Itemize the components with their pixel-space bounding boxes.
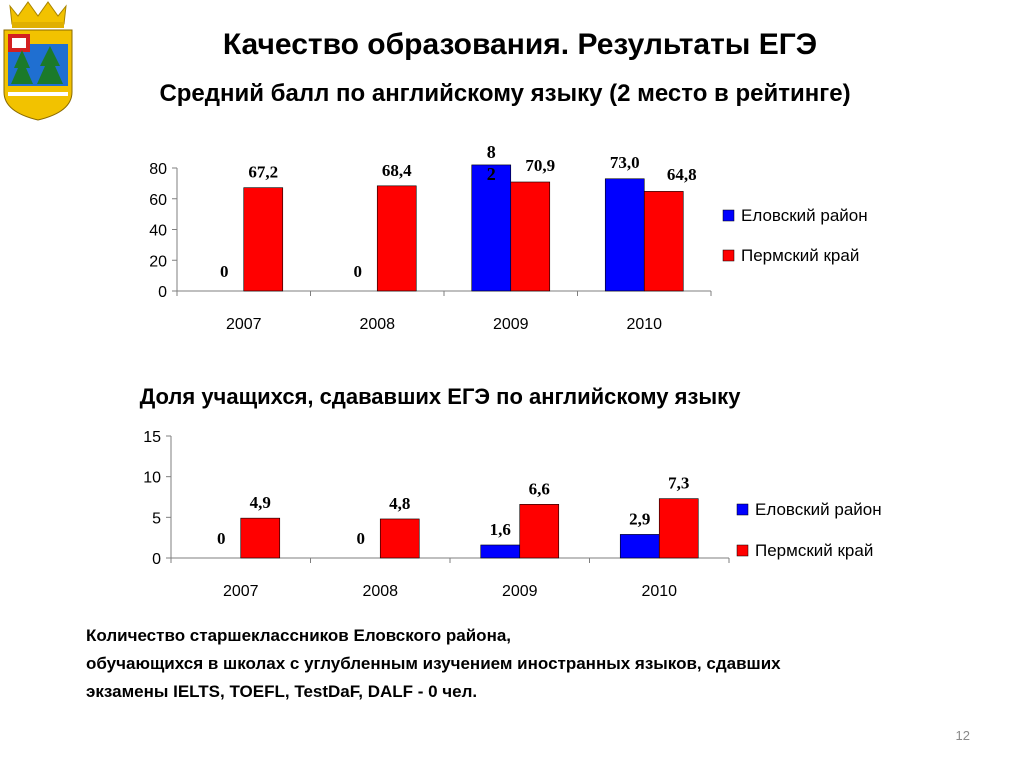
data-label-perm: 4,9 — [250, 493, 271, 512]
slide-title: Качество образования. Результаты ЕГЭ — [222, 28, 818, 61]
legend-swatch-elovsky — [722, 209, 735, 222]
legend-label-elovsky: Еловский район — [741, 206, 868, 225]
data-label-elovsky: 8 — [487, 142, 496, 162]
bar-perm — [240, 517, 281, 559]
bar-perm — [519, 504, 560, 559]
x-tick-label: 2007 — [226, 316, 262, 333]
bar-perm — [510, 181, 551, 292]
data-label-perm: 70,9 — [525, 156, 555, 175]
legend-swatch-perm — [722, 249, 735, 262]
bar-perm — [643, 191, 684, 292]
legend-label-perm: Пермский край — [741, 246, 859, 265]
y-tick-label: 10 — [143, 470, 161, 487]
legend-label-elovsky: Еловский район — [755, 500, 882, 519]
data-label-perm: 67,2 — [248, 163, 278, 182]
average-score-chart: 0 20 40 60 80 2007 2008 2009 2010 0 0 82 73,0 67,2 68,… — [149, 142, 868, 333]
chart1-title: Средний балл по английскому языку (2 мес… — [159, 80, 851, 107]
y-tick-label: 20 — [149, 253, 167, 270]
legend-swatch-elovsky — [736, 503, 749, 516]
y-tick-label: 60 — [149, 192, 167, 209]
bar-elovsky — [480, 544, 521, 559]
page-number: 12 — [955, 728, 970, 743]
data-label-elovsky: 0 — [220, 262, 229, 281]
chart2-title: Доля учащихся, сдававших ЕГЭ по английск… — [139, 384, 741, 409]
data-label-elovsky: 0 — [217, 529, 226, 548]
x-tick-label: 2010 — [626, 316, 662, 333]
data-label-perm: 68,4 — [382, 161, 412, 180]
footnote-line: экзамены IELTS, TOEFL, TestDaF, DALF - 0… — [86, 682, 478, 701]
bar-elovsky — [619, 534, 660, 559]
x-tick-label: 2010 — [641, 583, 677, 600]
x-tick-label: 2007 — [223, 583, 259, 600]
y-tick-label: 0 — [152, 551, 161, 568]
coat-of-arms-icon — [3, 1, 73, 121]
bar-perm — [243, 187, 284, 292]
legend-label-perm: Пермский край — [755, 541, 873, 560]
data-label-elovsky: 2 — [487, 164, 496, 184]
bar-elovsky — [604, 178, 645, 292]
data-label-elovsky: 73,0 — [610, 153, 640, 172]
y-tick-label: 80 — [149, 161, 167, 178]
data-label-elovsky: 2,9 — [629, 509, 650, 528]
y-tick-label: 40 — [149, 223, 167, 240]
x-tick-label: 2009 — [493, 316, 529, 333]
y-tick-label: 15 — [143, 429, 161, 446]
bar-perm — [379, 518, 420, 559]
data-label-perm: 7,3 — [668, 474, 689, 493]
x-tick-label: 2008 — [359, 316, 395, 333]
bar-elovsky — [471, 164, 512, 292]
participation-share-chart: 0 5 10 15 2007 2008 2009 2010 0 0 1,6 2,9 4,9 4,8 6,6 7… — [143, 429, 882, 600]
footnote-line: Количество старшеклассников Еловского ра… — [86, 626, 512, 645]
y-tick-label: 0 — [158, 284, 167, 301]
y-tick-label: 5 — [152, 510, 161, 527]
data-label-perm: 64,8 — [667, 165, 697, 184]
data-label-elovsky: 0 — [354, 262, 363, 281]
data-label-perm: 4,8 — [389, 494, 410, 513]
legend-swatch-perm — [736, 544, 749, 557]
data-label-elovsky: 0 — [357, 529, 366, 548]
footnote-line: обучающихся в школах с углубленным изуче… — [86, 654, 781, 673]
bar-perm — [658, 498, 699, 559]
data-label-elovsky: 1,6 — [490, 520, 511, 539]
data-label-perm: 6,6 — [529, 479, 550, 498]
bar-perm — [376, 185, 417, 292]
footnote: Количество старшеклассников Еловского ра… — [86, 622, 946, 706]
x-tick-label: 2008 — [362, 583, 398, 600]
x-tick-label: 2009 — [502, 583, 538, 600]
